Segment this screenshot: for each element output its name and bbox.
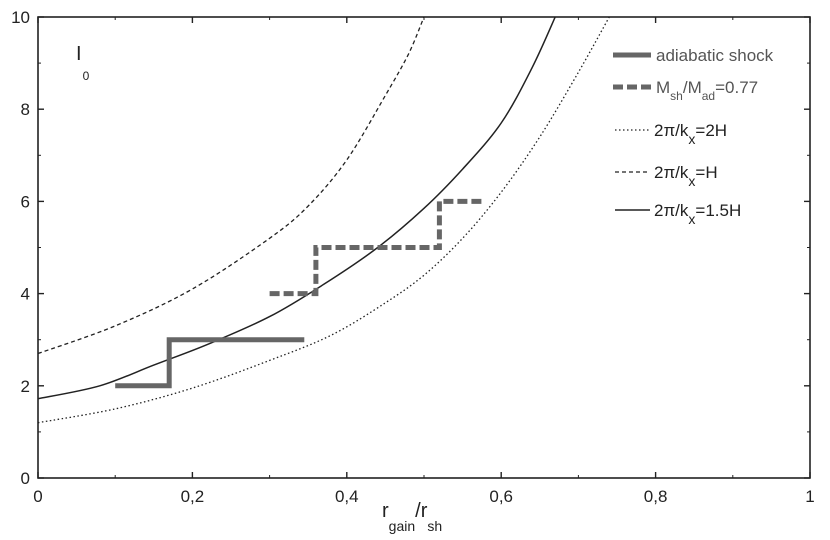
y-axis-label-main: I: [76, 43, 82, 65]
legend-h-part-3: =H: [695, 163, 717, 182]
legend-15h-part-2: x: [688, 211, 695, 227]
legend-h-part-1: 2π/k: [654, 163, 689, 182]
legend-mach-part-1: M: [656, 78, 670, 97]
y-tick-label: 0: [21, 469, 30, 488]
plot-lines: [38, 17, 610, 424]
legend-15h-part-1: 2π/k: [654, 201, 689, 220]
x-axis-label-sub2: sh: [427, 518, 442, 534]
legend-2h-part-3: =2H: [695, 121, 727, 140]
legend-mach-part-4: ad: [702, 89, 715, 103]
y-tick-label: 8: [21, 100, 30, 119]
legend-label-2h: 2π/kx=2H: [654, 121, 727, 147]
legend: adiabatic shock Msh/Mad=0.77 2π/kx=2H 2π…: [613, 46, 774, 227]
series-line-dashed: [38, 17, 425, 355]
x-tick-label: 0,4: [335, 487, 359, 506]
y-axis-label: I0: [76, 43, 90, 83]
x-axis-label-mid: /r: [415, 500, 428, 522]
x-tick-label: 0,2: [181, 487, 205, 506]
legend-label-1-5h: 2π/kx=1.5H: [654, 201, 741, 227]
series-line-solid: [38, 17, 556, 400]
legend-mach-part-5: =0.77: [715, 78, 758, 97]
legend-2h-part-2: x: [688, 131, 695, 147]
y-tick-label: 10: [11, 8, 30, 27]
x-tick-label: 0: [33, 487, 42, 506]
series-line-thick-dashed-gray: [269, 198, 482, 297]
y-tick-label: 4: [21, 285, 30, 304]
legend-2h-part-1: 2π/k: [654, 121, 689, 140]
legend-15h-part-3: =1.5H: [695, 201, 741, 220]
x-tick-label: 0,8: [644, 487, 668, 506]
series-line-dotted: [38, 17, 610, 424]
y-axis-label-sub: 0: [83, 69, 90, 83]
x-tick-label: 1: [805, 487, 814, 506]
legend-label-adiabatic: adiabatic shock: [656, 46, 774, 65]
legend-mach-part-3: /M: [683, 78, 702, 97]
x-tick-label: 0,6: [489, 487, 513, 506]
y-tick-label: 2: [21, 377, 30, 396]
legend-h-part-2: x: [688, 173, 695, 189]
x-axis-label: rgain/rsh: [382, 500, 442, 534]
x-axis-label-main: r: [382, 500, 389, 522]
ticks: [37, 16, 811, 479]
legend-label-h: 2π/kx=H: [654, 163, 718, 189]
x-axis-label-sub1: gain: [389, 518, 415, 534]
series-line-thick-solid-gray: [115, 337, 305, 389]
legend-mach-part-2: sh: [670, 89, 683, 103]
legend-label-mach: Msh/Mad=0.77: [656, 78, 758, 103]
y-tick-label: 6: [21, 192, 30, 211]
